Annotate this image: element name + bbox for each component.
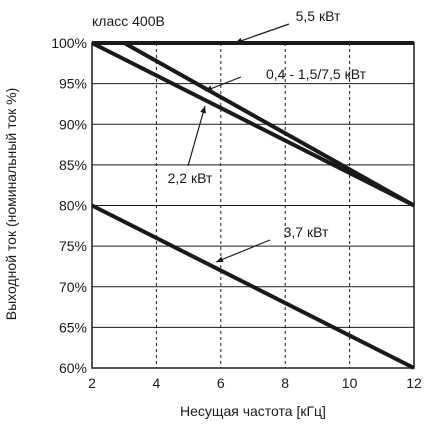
y-tick-label: 65% [59,319,87,335]
x-tick-label: 4 [153,375,161,391]
arrowhead [200,106,206,114]
x-tick-label: 6 [217,375,225,391]
y-tick-label: 80% [59,198,87,214]
series-label-5-5kw: 5,5 кВт [296,8,341,24]
x-tick-label: 8 [281,375,289,391]
arrowhead [205,85,213,92]
plot-frame [91,42,415,369]
y-tick-label: 90% [59,116,87,132]
x-tick-label: 12 [406,375,422,391]
x-axis-label: Несущая частота [кГц] [180,403,326,419]
x-tick-label: 2 [88,375,96,391]
series-label-2-2kw: 2,2 кВт [168,170,213,186]
series-line-0-4-1-5-7-5kw [123,41,415,208]
tick-labels: 60% 65% 70% 75% 80% 85% 90% 95% 100% 2 4 6 8 10 12 [51,35,422,391]
series-label-3-7kw: 3,7 кВт [284,224,329,240]
arrowhead [216,256,224,263]
annotations: 5,5 кВт 0,4 - 1,5/7,5 кВт 2,2 кВт 3,7 кВт [168,8,367,263]
leader-line [215,239,271,263]
arrowhead [235,37,243,44]
series-label-0-4-1-5-7-5kw: 0,4 - 1,5/7,5 кВт [266,66,367,82]
grid [92,43,414,368]
series-line-3-7kw [91,203,415,370]
chart-title: класс 400В [92,13,165,29]
y-tick-label: 100% [51,35,87,51]
leader-line [187,105,206,167]
y-tick-label: 85% [59,157,87,173]
x-tick-label: 10 [342,375,358,391]
y-tick-label: 95% [59,76,87,92]
y-tick-label: 70% [59,279,87,295]
y-tick-label: 60% [59,360,87,376]
y-tick-label: 75% [59,238,87,254]
series-line-2-2kw [91,41,415,208]
leader-line [234,23,290,44]
y-axis-label: Выходной ток (номинальный ток %) [3,88,19,320]
